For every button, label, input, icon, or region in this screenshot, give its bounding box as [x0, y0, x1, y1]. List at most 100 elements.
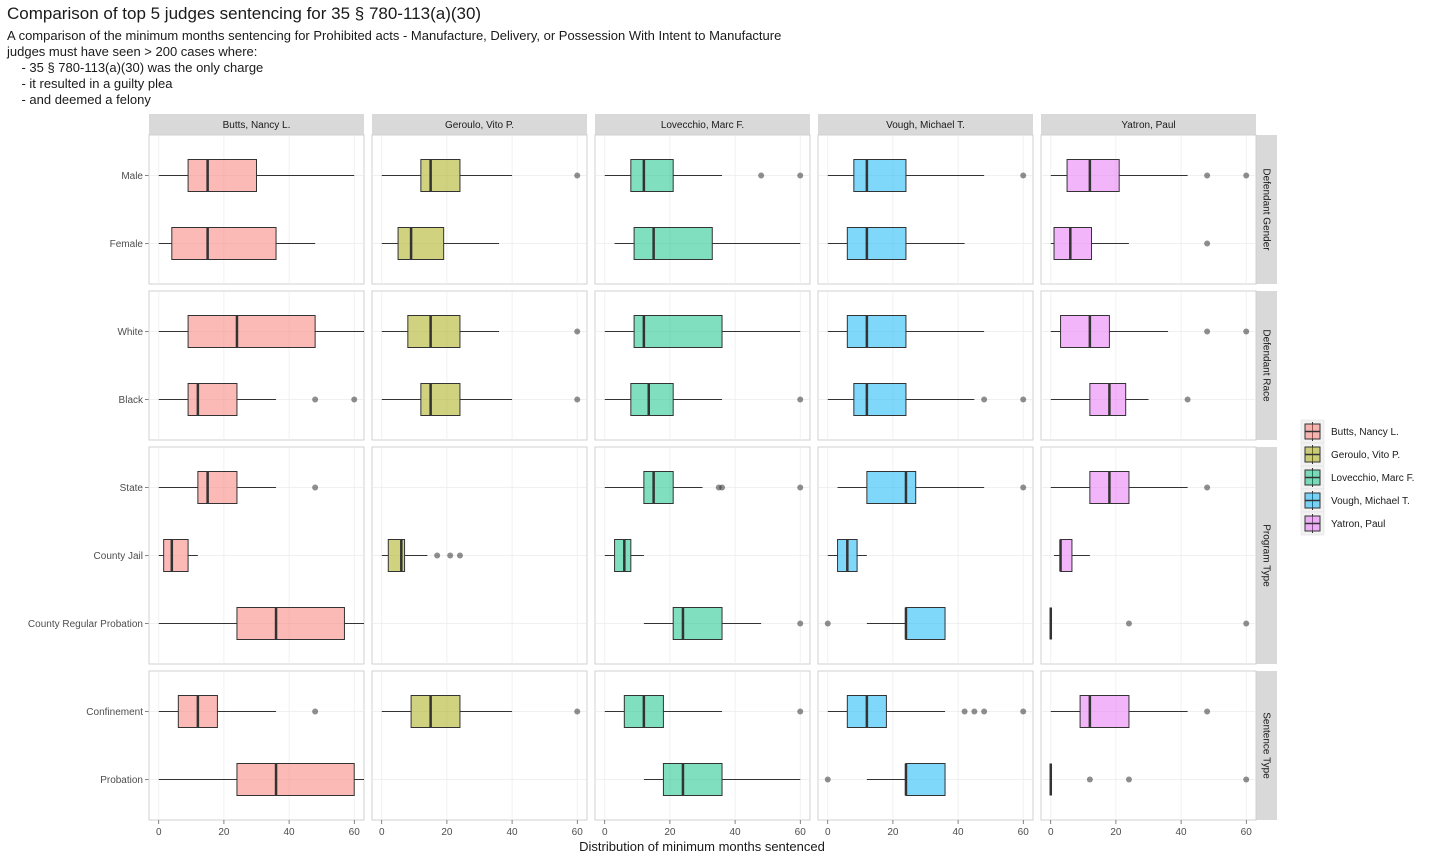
subtitle-line: judges must have seen > 200 cases where: — [6, 44, 257, 59]
panel — [817, 134, 1034, 285]
y-tick-label: State — [120, 483, 144, 494]
facet-strip — [1256, 447, 1277, 664]
facet-strip-label: Yatron, Paul — [1121, 120, 1175, 131]
facet-strip — [1041, 114, 1256, 135]
facet-strip-label: Program Type — [1260, 524, 1271, 587]
box — [853, 159, 907, 192]
box — [1060, 315, 1110, 348]
panel — [817, 670, 1034, 821]
panel — [371, 670, 588, 821]
box — [407, 315, 461, 348]
x-tick-label: 40 — [507, 827, 519, 838]
x-tick-label: 20 — [887, 827, 899, 838]
box — [672, 607, 723, 640]
box — [397, 227, 445, 260]
outlier — [797, 708, 804, 715]
y-tick-label: County Jail — [94, 551, 143, 562]
panel — [148, 290, 365, 441]
box — [905, 763, 946, 796]
outlier — [1204, 484, 1211, 491]
x-axis-label: Distribution of minimum months sentenced — [579, 839, 825, 854]
outlier — [797, 484, 804, 491]
x-tick-label: 60 — [1018, 827, 1030, 838]
outlier — [1204, 172, 1211, 179]
box — [1079, 695, 1130, 728]
legend-label: Lovecchio, Marc F. — [1331, 473, 1414, 484]
outlier — [1204, 240, 1211, 247]
facet-strip-label: Sentence Type — [1260, 712, 1271, 779]
panel — [594, 670, 811, 821]
x-tick-label: 0 — [825, 827, 831, 838]
box — [420, 159, 461, 192]
outlier — [719, 484, 726, 491]
facet-strip — [372, 114, 587, 135]
legend-label: Yatron, Paul — [1331, 519, 1385, 530]
panel — [1040, 290, 1257, 441]
box — [846, 227, 907, 260]
box — [1060, 539, 1073, 572]
outlier — [797, 620, 804, 627]
facet-strip-label: Defendant Gender — [1260, 168, 1271, 251]
outlier — [1243, 328, 1250, 335]
x-tick-label: 20 — [441, 827, 453, 838]
x-tick-label: 40 — [1176, 827, 1188, 838]
outlier — [758, 172, 765, 179]
box — [630, 383, 674, 416]
x-tick-label: 20 — [218, 827, 230, 838]
facet-strip-label: Butts, Nancy L. — [223, 120, 291, 131]
outlier — [1020, 484, 1027, 491]
outlier — [971, 708, 978, 715]
y-tick-label: Probation — [100, 775, 143, 786]
box — [866, 471, 917, 504]
x-tick-label: 20 — [664, 827, 676, 838]
outlier — [797, 172, 804, 179]
outlier — [312, 396, 319, 403]
outlier — [351, 396, 358, 403]
legend-label: Butts, Nancy L. — [1331, 427, 1399, 438]
facet-strip-label: Vough, Michael T. — [886, 120, 965, 131]
facet-strip — [1256, 135, 1277, 284]
x-tick-label: 0 — [602, 827, 608, 838]
x-tick-label: 20 — [1110, 827, 1122, 838]
box — [1053, 227, 1092, 260]
facet-strip — [818, 114, 1033, 135]
panel — [594, 290, 811, 441]
y-tick-label: Female — [110, 239, 144, 250]
legend-label: Geroulo, Vito P. — [1331, 450, 1400, 461]
box — [662, 763, 723, 796]
x-tick-label: 0 — [1048, 827, 1054, 838]
y-tick-label: White — [117, 327, 143, 338]
y-tick-label: Male — [121, 171, 143, 182]
outlier — [981, 396, 988, 403]
outlier — [574, 396, 581, 403]
box — [633, 227, 713, 260]
outlier — [1204, 328, 1211, 335]
outlier — [1086, 776, 1093, 783]
panel — [148, 134, 365, 285]
box — [846, 315, 907, 348]
box — [197, 471, 238, 504]
facet-strip — [595, 114, 810, 135]
outlier — [824, 776, 831, 783]
panel — [594, 134, 811, 285]
box — [905, 607, 946, 640]
facet-strip — [1256, 291, 1277, 440]
facet-strip — [1256, 671, 1277, 820]
outlier — [961, 708, 968, 715]
box — [1089, 383, 1127, 416]
panel — [817, 290, 1034, 441]
x-tick-label: 60 — [1241, 827, 1253, 838]
subtitle-line: A comparison of the minimum months sente… — [7, 28, 781, 43]
outlier — [447, 552, 454, 559]
box — [1066, 159, 1120, 192]
outlier — [574, 708, 581, 715]
box — [163, 539, 189, 572]
x-tick-label: 0 — [156, 827, 162, 838]
box — [633, 315, 723, 348]
legend-label: Vough, Michael T. — [1331, 496, 1410, 507]
outlier — [824, 620, 831, 627]
box — [236, 607, 345, 640]
box — [630, 159, 674, 192]
y-tick-label: County Regular Probation — [28, 619, 143, 630]
